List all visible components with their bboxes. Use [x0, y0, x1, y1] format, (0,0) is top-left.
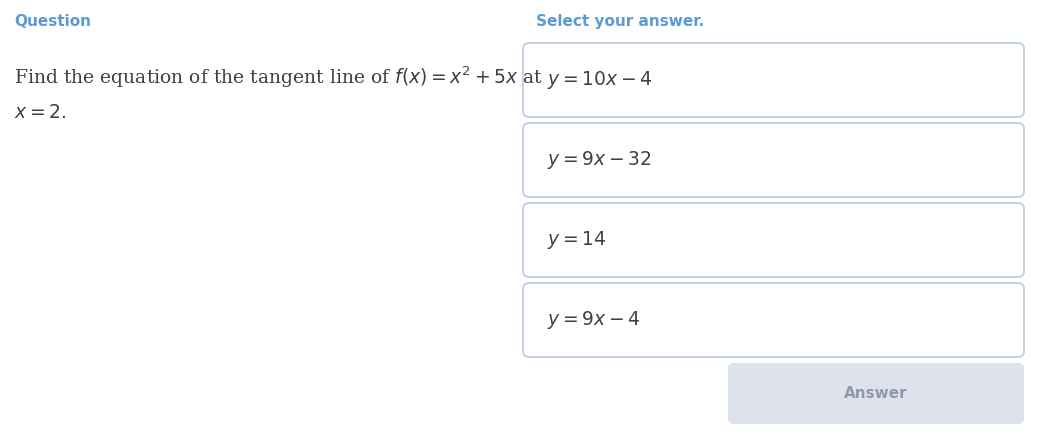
Text: $y = 10x - 4$: $y = 10x - 4$	[547, 69, 652, 91]
Text: $x = 2.$: $x = 2.$	[14, 104, 67, 122]
Text: Answer: Answer	[844, 386, 908, 401]
FancyBboxPatch shape	[523, 203, 1024, 277]
FancyBboxPatch shape	[523, 123, 1024, 197]
FancyBboxPatch shape	[523, 43, 1024, 117]
FancyBboxPatch shape	[523, 283, 1024, 357]
Text: $y = 9x - 32$: $y = 9x - 32$	[547, 149, 651, 171]
Text: Find the equation of the tangent line of $f(x) = x^2 + 5x$ at: Find the equation of the tangent line of…	[14, 64, 543, 89]
Text: $y = 14$: $y = 14$	[547, 229, 606, 251]
FancyBboxPatch shape	[728, 363, 1024, 424]
Text: Question: Question	[14, 14, 92, 29]
Text: $y = 9x - 4$: $y = 9x - 4$	[547, 309, 641, 331]
Text: Select your answer.: Select your answer.	[536, 14, 704, 29]
